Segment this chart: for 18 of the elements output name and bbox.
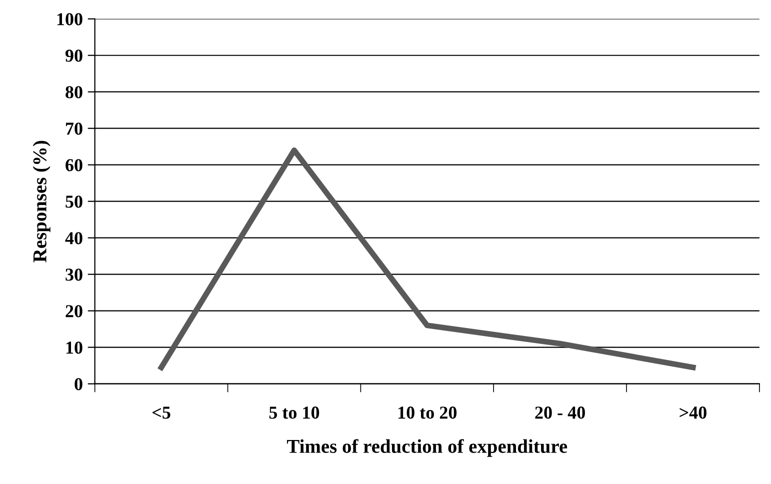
y-axis-title: Responses (%) — [32, 140, 50, 262]
y-tick-label: 100 — [57, 13, 82, 26]
x-axis-title: Times of reduction of expenditure — [286, 439, 568, 457]
x-tick-label: 5 to 10 — [269, 406, 320, 419]
x-tick-label: <5 — [152, 406, 170, 419]
y-tick-label: 40 — [65, 232, 82, 244]
x-tick-label: >40 — [680, 406, 706, 419]
y-tick-label: 80 — [66, 86, 82, 98]
y-tick-label: 50 — [66, 196, 82, 208]
x-tick-label: 10 to 20 — [398, 406, 457, 419]
y-tick-label: 30 — [66, 268, 82, 281]
y-tick-label: 10 — [66, 342, 82, 354]
y-tick-label: 0 — [74, 378, 82, 390]
y-tick-label: 20 — [66, 305, 82, 318]
y-tick-label: 90 — [65, 50, 82, 62]
y-tick-label: 70 — [66, 122, 82, 135]
x-tick-label: 20 - 40 — [535, 406, 585, 419]
y-tick-label: 60 — [66, 159, 82, 172]
